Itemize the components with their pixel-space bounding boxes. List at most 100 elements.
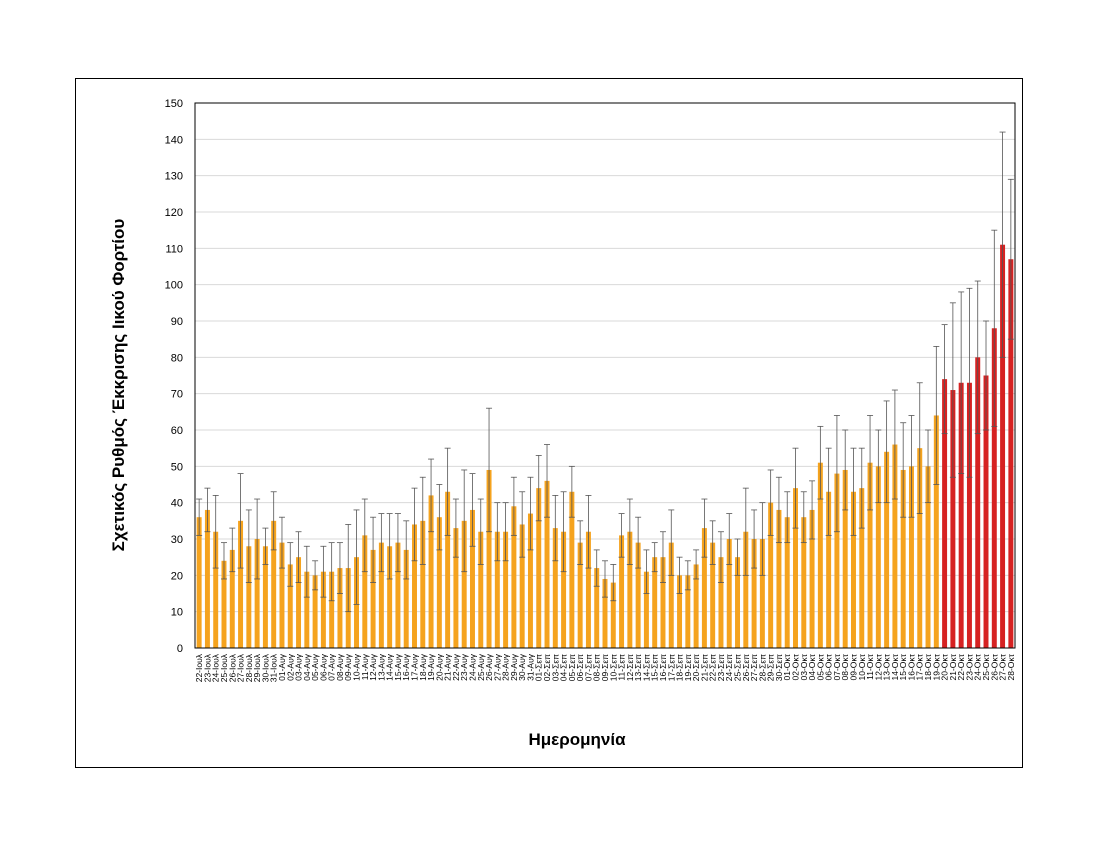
bar bbox=[254, 539, 260, 648]
x-tick-label: 08-Αυγ bbox=[335, 653, 345, 681]
x-tick-label: 13-Οκτ bbox=[882, 653, 892, 680]
x-tick-label: 26-Ιουλ bbox=[227, 653, 237, 682]
x-tick-label: 10-Οκτ bbox=[857, 653, 867, 680]
bar bbox=[975, 357, 981, 648]
bar bbox=[1008, 259, 1014, 648]
x-tick-label: 09-Σεπ bbox=[600, 654, 610, 681]
x-tick-label: 07-Αυγ bbox=[327, 653, 337, 681]
x-tick-label: 04-Οκτ bbox=[807, 653, 817, 680]
x-tick-label: 12-Οκτ bbox=[873, 653, 883, 680]
bar bbox=[378, 542, 384, 648]
x-tick-label: 26-Αυγ bbox=[484, 653, 494, 681]
bar bbox=[768, 502, 774, 648]
x-tick-label: 01-Οκτ bbox=[782, 653, 792, 680]
x-tick-label: 13-Σεπ bbox=[633, 654, 643, 681]
bar bbox=[685, 575, 691, 648]
bar bbox=[801, 517, 807, 648]
x-tick-label: 25-Σεπ bbox=[733, 654, 743, 681]
x-tick-label: 23-Αυγ bbox=[459, 653, 469, 681]
y-tick-label: 50 bbox=[171, 461, 183, 473]
x-tick-label: 30-Ιουλ bbox=[260, 653, 270, 682]
x-tick-label: 30-Σεπ bbox=[774, 654, 784, 681]
bar bbox=[519, 524, 525, 648]
x-tick-label: 20-Σεπ bbox=[691, 654, 701, 681]
x-tick-label: 11-Σεπ bbox=[617, 654, 627, 681]
y-tick-label: 130 bbox=[165, 171, 183, 183]
x-tick-label: 31-Αυγ bbox=[525, 653, 535, 681]
x-tick-label: 29-Αυγ bbox=[509, 653, 519, 681]
bar bbox=[420, 520, 426, 648]
x-tick-label: 14-Οκτ bbox=[890, 653, 900, 680]
bar bbox=[925, 466, 931, 648]
bar bbox=[221, 560, 227, 648]
x-tick-label: 22-Οκτ bbox=[956, 653, 966, 680]
x-tick-label: 19-Οκτ bbox=[931, 653, 941, 680]
x-tick-label: 08-Σεπ bbox=[592, 654, 602, 681]
bar bbox=[403, 549, 409, 648]
bar bbox=[585, 531, 591, 648]
y-tick-label: 90 bbox=[171, 316, 183, 328]
x-tick-label: 27-Ιουλ bbox=[236, 653, 246, 682]
x-tick-label: 12-Σεπ bbox=[625, 654, 635, 681]
bar bbox=[412, 524, 417, 648]
bar bbox=[527, 513, 533, 648]
x-tick-label: 31-Ιουλ bbox=[269, 653, 279, 682]
bar bbox=[561, 531, 567, 648]
bar bbox=[204, 509, 210, 648]
chart-frame bbox=[75, 78, 1023, 768]
bar bbox=[469, 509, 475, 648]
y-tick-label: 110 bbox=[165, 243, 183, 255]
bar bbox=[387, 546, 393, 648]
x-tick-label: 24-Ιουλ bbox=[211, 653, 221, 682]
bar bbox=[1000, 244, 1006, 648]
bar bbox=[718, 557, 724, 648]
x-tick-label: 12-Αυγ bbox=[368, 653, 378, 681]
bar bbox=[287, 564, 293, 648]
bar bbox=[569, 491, 575, 648]
x-tick-label: 22-Σεπ bbox=[708, 654, 718, 681]
x-tick-label: 13-Αυγ bbox=[376, 653, 386, 681]
x-tick-label: 02-Οκτ bbox=[791, 653, 801, 680]
bar bbox=[668, 542, 674, 648]
bar bbox=[445, 491, 451, 648]
bar bbox=[726, 539, 732, 648]
x-tick-label: 01-Σεπ bbox=[534, 654, 544, 681]
x-tick-label: 03-Σεπ bbox=[550, 654, 560, 681]
bar bbox=[784, 517, 790, 648]
bar bbox=[933, 415, 939, 648]
x-tick-label: 23-Οκτ bbox=[964, 653, 974, 680]
bar bbox=[246, 546, 252, 648]
y-tick-label: 30 bbox=[171, 534, 183, 546]
x-tick-label: 25-Ιουλ bbox=[219, 653, 229, 682]
bar bbox=[486, 469, 492, 648]
bar bbox=[602, 578, 608, 648]
bar bbox=[279, 542, 285, 648]
x-tick-label: 28-Ιουλ bbox=[244, 653, 254, 682]
bar bbox=[262, 546, 268, 648]
x-tick-label: 28-Οκτ bbox=[1006, 653, 1016, 680]
bar bbox=[743, 531, 749, 648]
bar bbox=[966, 382, 972, 648]
x-tick-label: 17-Οκτ bbox=[915, 653, 925, 680]
bar bbox=[710, 542, 716, 648]
bar bbox=[271, 520, 277, 648]
bar bbox=[693, 564, 699, 648]
bar bbox=[503, 531, 509, 648]
y-tick-label: 0 bbox=[177, 643, 183, 655]
y-tick-label: 100 bbox=[165, 280, 183, 292]
y-axis-label: Σχετικός Ρυθμός Έκκρισης Ιικού Φορτίου bbox=[109, 219, 128, 552]
x-tick-label: 09-Αυγ bbox=[343, 653, 353, 681]
bar bbox=[312, 575, 318, 648]
x-tick-label: 21-Σεπ bbox=[699, 654, 709, 681]
bar bbox=[494, 531, 500, 648]
bar bbox=[370, 549, 376, 648]
bar bbox=[428, 495, 434, 648]
y-tick-label: 120 bbox=[165, 207, 183, 219]
x-tick-label: 24-Αυγ bbox=[467, 653, 477, 681]
bar bbox=[958, 382, 964, 648]
x-tick-label: 07-Σεπ bbox=[583, 654, 593, 681]
x-tick-label: 20-Αυγ bbox=[434, 653, 444, 681]
bar bbox=[735, 557, 741, 648]
bar bbox=[544, 480, 550, 648]
bar bbox=[793, 488, 798, 648]
